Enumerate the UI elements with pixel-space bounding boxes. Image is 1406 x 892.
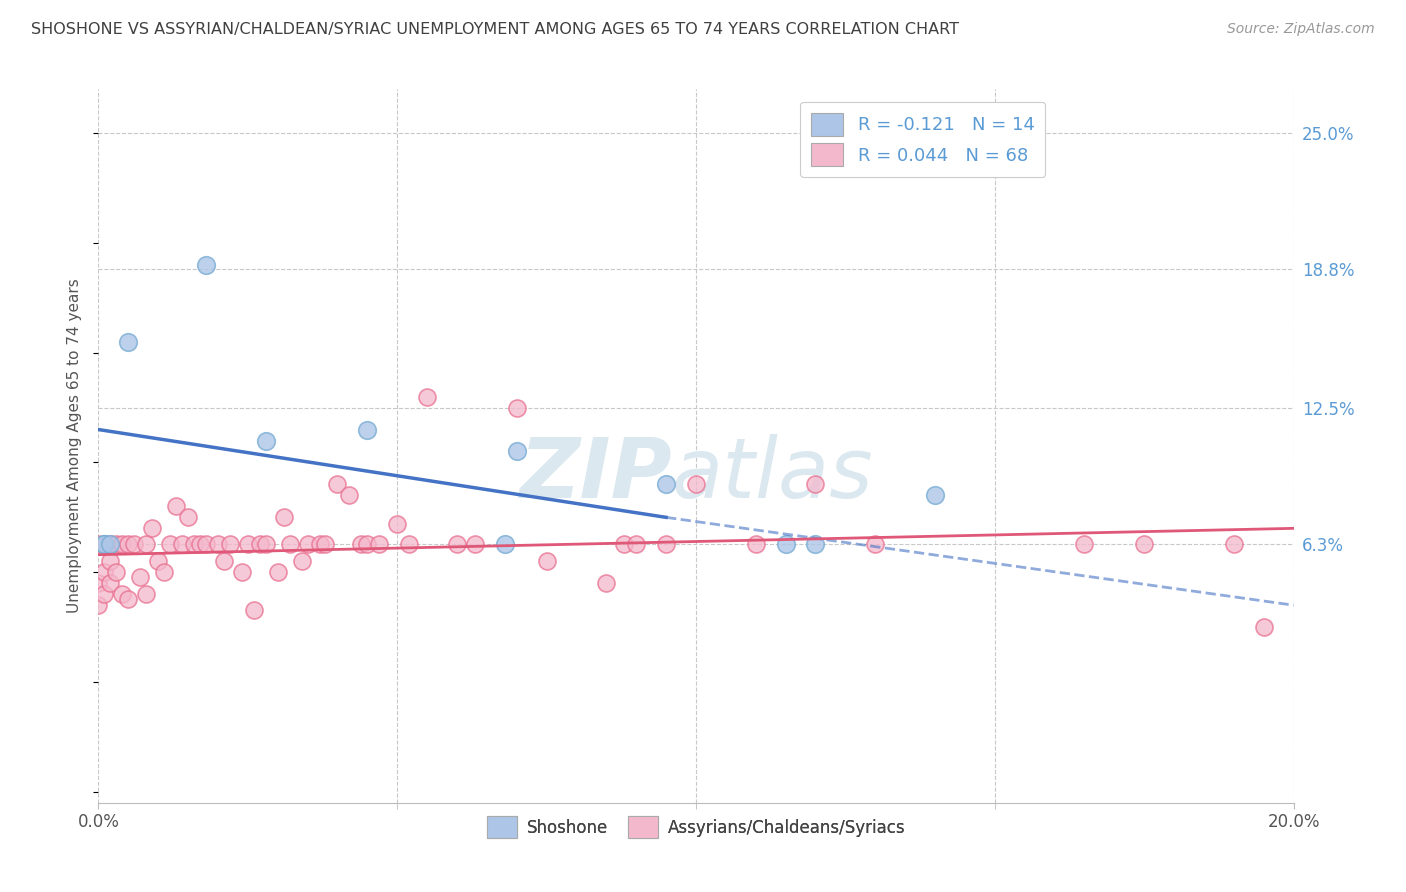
Text: SHOSHONE VS ASSYRIAN/CHALDEAN/SYRIAC UNEMPLOYMENT AMONG AGES 65 TO 74 YEARS CORR: SHOSHONE VS ASSYRIAN/CHALDEAN/SYRIAC UNE…	[31, 22, 959, 37]
Point	[207, 537, 229, 551]
Point	[254, 537, 277, 551]
Point	[236, 537, 259, 551]
Point	[129, 569, 152, 583]
Point	[775, 537, 797, 551]
Legend: Shoshone, Assyrians/Chaldeans/Syriacs: Shoshone, Assyrians/Chaldeans/Syriacs	[479, 810, 912, 845]
Point	[315, 537, 337, 551]
Point	[93, 537, 115, 551]
Point	[804, 537, 827, 551]
Point	[212, 554, 235, 568]
Point	[506, 444, 529, 458]
Point	[172, 537, 194, 551]
Point	[243, 602, 266, 616]
Point	[98, 537, 122, 551]
Point	[159, 537, 181, 551]
Point	[536, 554, 558, 568]
Point	[105, 537, 128, 551]
Point	[339, 488, 361, 502]
Point	[98, 576, 122, 591]
Point	[416, 390, 439, 404]
Point	[745, 537, 768, 551]
Point	[93, 60, 115, 74]
Point	[1253, 620, 1275, 634]
Point	[595, 576, 617, 591]
Point	[98, 537, 122, 551]
Point	[308, 537, 330, 551]
Point	[297, 537, 319, 551]
Text: Source: ZipAtlas.com: Source: ZipAtlas.com	[1227, 22, 1375, 37]
Point	[865, 537, 887, 551]
Point	[195, 258, 218, 272]
Point	[655, 477, 678, 491]
Point	[1073, 537, 1095, 551]
Text: ZIP: ZIP	[519, 434, 672, 515]
Point	[291, 554, 314, 568]
Point	[183, 537, 205, 551]
Point	[350, 537, 373, 551]
Point	[278, 537, 301, 551]
Point	[93, 537, 115, 551]
Point	[141, 521, 163, 535]
Point	[219, 537, 242, 551]
Y-axis label: Unemployment Among Ages 65 to 74 years: Unemployment Among Ages 65 to 74 years	[67, 278, 83, 614]
Point	[111, 587, 134, 601]
Point	[1223, 537, 1246, 551]
Point	[356, 537, 378, 551]
Point	[98, 554, 122, 568]
Point	[87, 598, 110, 612]
Point	[385, 516, 409, 531]
Point	[356, 423, 378, 437]
Point	[804, 477, 827, 491]
Point	[685, 477, 707, 491]
Point	[117, 334, 139, 349]
Point	[326, 477, 349, 491]
Point	[231, 566, 253, 580]
Point	[195, 537, 218, 551]
Point	[124, 537, 146, 551]
Point	[117, 591, 139, 606]
Point	[613, 537, 636, 551]
Point	[93, 537, 115, 551]
Point	[188, 537, 211, 551]
Point	[153, 566, 176, 580]
Text: atlas: atlas	[672, 434, 873, 515]
Point	[924, 488, 946, 502]
Point	[148, 554, 170, 568]
Point	[655, 537, 678, 551]
Point	[273, 510, 295, 524]
Point	[254, 434, 277, 448]
Point	[135, 537, 157, 551]
Point	[87, 576, 110, 591]
Point	[368, 537, 391, 551]
Point	[93, 566, 115, 580]
Point	[494, 537, 516, 551]
Point	[105, 566, 128, 580]
Point	[165, 500, 187, 514]
Point	[1133, 537, 1156, 551]
Point	[506, 401, 529, 415]
Point	[177, 510, 200, 524]
Point	[111, 537, 134, 551]
Point	[398, 537, 420, 551]
Point	[135, 587, 157, 601]
Point	[93, 587, 115, 601]
Point	[249, 537, 271, 551]
Point	[117, 537, 139, 551]
Point	[464, 537, 486, 551]
Point	[87, 537, 110, 551]
Point	[267, 566, 290, 580]
Point	[626, 537, 648, 551]
Point	[446, 537, 468, 551]
